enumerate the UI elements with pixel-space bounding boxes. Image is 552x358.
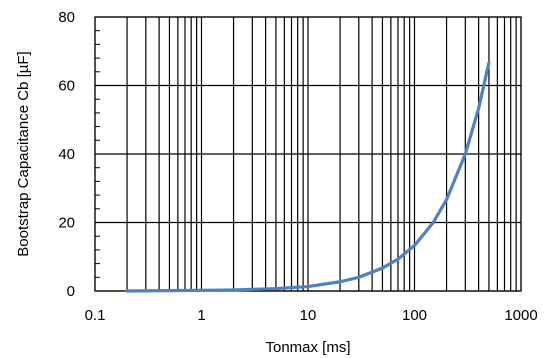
x-tick-label: 0.1	[85, 307, 106, 324]
x-tick-label: 10	[300, 307, 317, 324]
y-tick-label: 40	[58, 146, 75, 163]
y-tick-label: 80	[58, 9, 75, 26]
x-axis-title: Tonmax [ms]	[265, 339, 350, 356]
x-tick-label: 1	[197, 307, 205, 324]
x-tick-labels: 0.1 1 10 100 1000	[85, 307, 538, 324]
plot-area-frame	[94, 16, 522, 292]
y-tick-label: 0	[67, 283, 75, 300]
y-axis-title: Bootstrap Capacitance Cb [µF]	[15, 51, 32, 256]
x-tick-label: 100	[402, 307, 427, 324]
x-tick-label: 1000	[504, 307, 537, 324]
y-tick-label: 20	[58, 215, 75, 232]
y-tick-labels: 0 20 40 60 80	[58, 9, 75, 300]
y-minor-ticks	[95, 30, 100, 278]
series-line	[125, 60, 491, 293]
series-layer	[125, 60, 491, 293]
y-tick-label: 60	[58, 78, 75, 95]
